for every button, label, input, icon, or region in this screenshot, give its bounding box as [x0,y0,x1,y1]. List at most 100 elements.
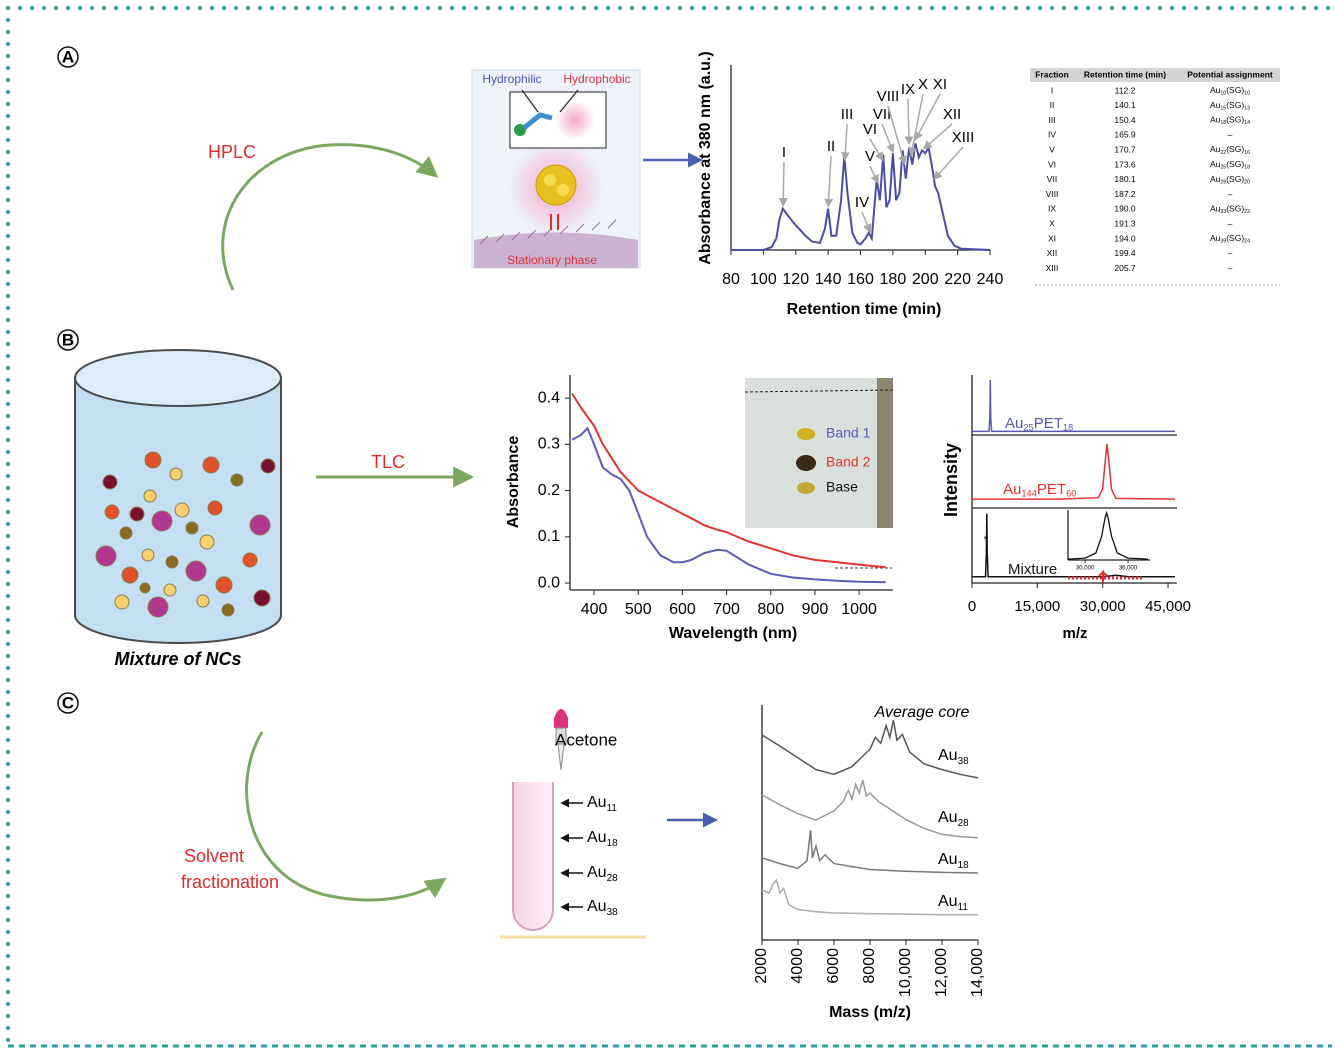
subscript: 38 [607,906,619,917]
line [972,380,1175,431]
x-tick-label: 8000 [861,948,878,984]
subscript: 18 [1244,165,1250,171]
table-cell: III [1048,115,1055,125]
legend-label: Au144PET60 [1003,481,1076,499]
x-tick-label: 12,000 [933,948,950,997]
x-tick-label: 700 [713,601,740,618]
table-cell: 165.9 [1114,130,1136,140]
table-cell: 140.1 [1114,100,1136,110]
peak-label: IV [855,194,869,211]
chart-title: Average core [874,704,970,721]
inset-tick-label: 30,000 [1076,566,1095,572]
peak-label: XI [933,76,947,93]
table-cell: XII [1047,248,1057,258]
inset-tick-label: 36,000 [1119,566,1138,572]
tube-wall [513,782,553,930]
formula-part: Au [938,747,958,764]
table-cell: 173.6 [1114,159,1136,169]
subscript: 14 [1244,121,1250,127]
particle [145,452,161,468]
formula-part: Au [938,809,958,826]
particle [186,522,198,534]
x-tick-label: 140 [815,271,842,288]
x-tick-label: 0 [968,598,976,615]
table-cell: XIII [1046,263,1059,273]
table-cell: 199.4 [1114,248,1136,258]
formula-part: Au [1005,415,1023,432]
formula-part: Au [587,864,607,881]
table-cell: I [1051,85,1053,95]
formula-part: (SG) [1226,159,1244,169]
fraction-label: Au18 [587,829,618,848]
table-cell: 191.3 [1114,218,1136,228]
panel-label: C [62,693,74,712]
series-label: Au11 [938,893,968,912]
x-tick-label: 10,000 [897,948,914,997]
formula-part: Au [938,851,958,868]
y-tick-label: 0.2 [538,482,560,499]
subscript: 28 [607,872,619,883]
panel-label: A [62,47,74,66]
series-label: Au38 [938,747,969,766]
peak-arrow [828,156,831,206]
table-cell: VII [1047,174,1057,184]
peak-arrow [924,124,952,148]
subscript: 38 [958,755,970,766]
table-cell: Au18(SG)14 [1210,115,1250,127]
formula-part: Au [587,898,607,915]
table-cell: VIII [1046,189,1059,199]
peak-label: III [841,106,854,123]
band-spot [797,482,815,494]
table-cell: Au29(SG)20 [1210,174,1250,186]
table-cell: 112.2 [1115,85,1136,95]
subscript: 13 [1244,106,1250,112]
table-cell: 187.2 [1114,189,1136,199]
subscript: 60 [1066,489,1076,499]
particle [105,505,119,519]
fraction-label: Au38 [587,898,618,917]
x-tick-label: 160 [847,271,874,288]
table-cell: – [1228,189,1233,199]
y-tick-label: 0.1 [538,528,560,545]
particle [144,490,156,502]
method-label: HPLC [208,142,256,162]
formula-part: Au [1210,159,1221,169]
band-spot [796,455,816,471]
fraction-label: Au28 [587,864,618,883]
table-cell: – [1228,218,1233,228]
table-cell: 170.7 [1114,144,1136,154]
particle [200,535,214,549]
subscript: 11 [607,802,618,813]
cylinder [75,350,281,643]
formula-part: Au [1210,115,1221,125]
particle [103,475,117,489]
peak-label: V [865,148,875,165]
nanocluster [536,165,576,205]
peak-label: XIII [952,129,975,146]
legend-label: Base [826,479,858,495]
test-tube [513,782,553,930]
peak-arrow [882,124,893,152]
x-tick-label: 100 [750,271,777,288]
x-tick-label: 900 [802,601,829,618]
peak-label: I [782,144,786,161]
dropper-bulb [554,709,568,728]
x-axis-label: Retention time (min) [787,301,942,318]
tlc-plate [745,378,893,528]
subscript: 18 [958,859,970,870]
formula-part: (SG) [1226,85,1244,95]
x-tick-label: 220 [944,271,971,288]
peak-arrow [888,106,905,163]
formula-part: PET [1034,415,1063,432]
formula-part: Au [1003,481,1021,498]
formula-part: (SG) [1226,204,1244,214]
method-label: Solvent [184,846,244,866]
table-cell: – [1228,130,1233,140]
subscript: 16 [1244,150,1250,156]
particle [203,457,219,473]
formula-part: Au [1210,100,1221,110]
table-header: Fraction [1035,69,1069,79]
formula-part: Au [1210,233,1221,243]
y-axis-label: Absorbance at 380 nm (a.u.) [697,51,714,264]
particle [243,553,257,567]
